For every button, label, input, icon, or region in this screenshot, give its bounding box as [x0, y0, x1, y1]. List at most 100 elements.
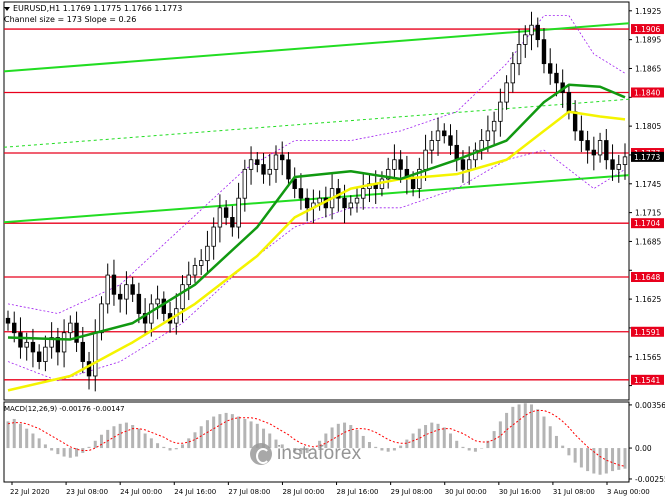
- macd-bar: [93, 440, 97, 449]
- macd-bar: [68, 448, 72, 458]
- candle-body: [155, 298, 160, 305]
- macd-bar: [430, 422, 434, 449]
- level-label-bg: [631, 326, 664, 337]
- time-axis: 22 Jul 2020 23 Jul 08:00 24 Jul 00:00 24 Ju…: [10, 482, 650, 496]
- y-tick-label: 1.1715: [635, 209, 661, 218]
- macd-bar: [517, 404, 521, 449]
- candle-body: [298, 188, 304, 199]
- macd-bar: [37, 438, 41, 449]
- candle-body: [523, 34, 528, 45]
- macd-bar: [181, 444, 185, 449]
- macd-bar: [143, 433, 147, 449]
- macd-bar: [168, 448, 172, 451]
- macd-bar: [199, 426, 203, 449]
- candle-body: [43, 346, 48, 362]
- candle-body: [385, 168, 391, 180]
- candle-body: [74, 322, 79, 343]
- macd-bar: [230, 414, 234, 449]
- chart-frame: [3, 1, 630, 483]
- macd-bar: [579, 448, 583, 468]
- macd-bar: [498, 421, 502, 449]
- macd-bar: [455, 440, 459, 449]
- candle-body: [460, 159, 466, 170]
- macd-bar: [505, 412, 509, 449]
- macd-bar: [286, 448, 290, 449]
- trend-channel: [3, 22, 630, 224]
- macd-plot-frame: [3, 401, 630, 483]
- candle-body: [585, 140, 590, 151]
- level-label-bg: [631, 374, 664, 385]
- macd-bar: [598, 448, 602, 475]
- candle-body: [205, 245, 210, 262]
- candle-body: [286, 159, 291, 180]
- macd-bar: [523, 403, 527, 449]
- channel-info: Channel size = 173 Slope = 0.26: [4, 15, 137, 24]
- candle-body: [548, 63, 553, 74]
- macd-y-tick-label: 0.00: [635, 444, 652, 453]
- macd-bar: [149, 438, 153, 449]
- candle-body: [61, 332, 67, 353]
- channel-mid-line: [3, 98, 630, 148]
- price-axis: 1.1925 1.1895 1.1865 1.1805 1.1745 1.1715 1.16…: [629, 7, 664, 387]
- level-label-bg: [631, 24, 664, 35]
- envelope-lower-line: [7, 149, 626, 382]
- y-tick-label: 1.1895: [635, 36, 661, 45]
- x-tick-label: 22 Jul 2020: [10, 488, 50, 496]
- candle-body: [348, 202, 353, 209]
- candle-body: [342, 197, 347, 209]
- level-label-bg: [631, 218, 664, 229]
- macd-bar: [124, 422, 128, 449]
- macd-bar: [118, 423, 122, 449]
- candle-body: [504, 82, 509, 103]
- macd-bar: [405, 439, 409, 449]
- candle-body: [223, 207, 229, 218]
- x-tick-label: 30 Jul 00:00: [445, 488, 487, 496]
- channel-lower-line: [3, 174, 630, 224]
- macd-bar: [442, 427, 446, 449]
- candle-body: [199, 260, 204, 266]
- macd-bar: [311, 448, 315, 449]
- macd-bar: [480, 448, 484, 449]
- candle-body: [454, 144, 459, 161]
- macd-bar: [218, 414, 222, 449]
- ma-green-line: [7, 83, 626, 341]
- macd-y-tick-label: -0.00255: [635, 475, 665, 484]
- macd-bar: [623, 448, 627, 469]
- candle-body: [230, 217, 235, 228]
- candle-body: [429, 140, 434, 151]
- y-tick-label: 1.1805: [635, 122, 661, 131]
- candle-body: [105, 274, 110, 305]
- candle-body: [616, 164, 621, 170]
- macd-bar: [417, 428, 421, 449]
- macd-bar: [554, 435, 558, 449]
- candle-body: [498, 101, 503, 122]
- candle-body: [111, 274, 117, 295]
- candle-body: [211, 226, 216, 247]
- level-label: 1.1840: [634, 88, 660, 97]
- macd-bar: [187, 438, 191, 449]
- level-label: 1.1906: [634, 25, 660, 34]
- macd-bar: [542, 416, 546, 449]
- macd-y-tick-label: 0.00356: [635, 401, 665, 410]
- macd-panel: 0.00356 0.00 -0.00255: [6, 401, 665, 484]
- macd-bar: [424, 425, 428, 449]
- candle-body: [5, 317, 11, 324]
- macd-bar: [592, 448, 596, 474]
- macd-bar: [436, 423, 440, 449]
- macd-bar: [343, 422, 347, 449]
- candle-body: [554, 72, 559, 84]
- candle-body: [180, 284, 185, 310]
- macd-label: MACD(12,26,9) -0.00176 -0.00147: [4, 405, 125, 413]
- current-price-label: 1.1773: [634, 153, 660, 162]
- candle-body: [410, 178, 416, 189]
- candle-body: [491, 120, 497, 132]
- macd-bar: [492, 431, 496, 449]
- candle-body: [18, 332, 23, 348]
- level-label-bg: [631, 87, 664, 98]
- candle-body: [161, 298, 167, 314]
- x-tick-label: 24 Jul 00:00: [120, 488, 162, 496]
- candle-body: [529, 24, 534, 36]
- level-label: 1.1591: [634, 328, 660, 337]
- x-tick-label: 23 Jul 08:00: [66, 488, 108, 496]
- macd-bar: [473, 448, 477, 452]
